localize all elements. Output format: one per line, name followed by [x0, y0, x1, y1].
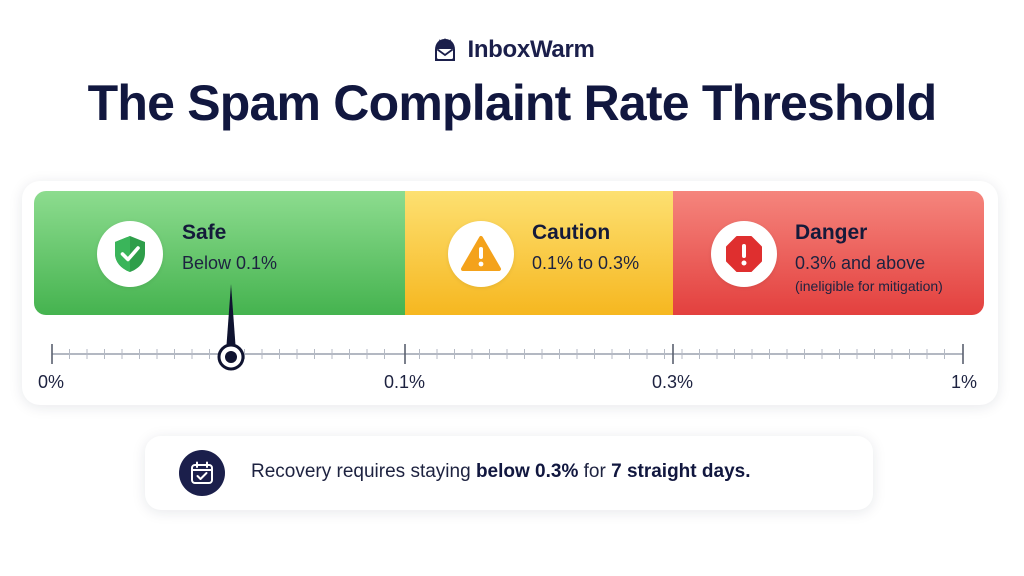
zone-caution-name: Caution: [532, 221, 611, 244]
zone-danger-note: (ineligible for mitigation): [795, 278, 943, 294]
note-icon-badge: [179, 450, 225, 496]
shield-check-icon: [115, 236, 145, 272]
recovery-note-text: Recovery requires staying below 0.3% for…: [251, 461, 750, 483]
zone-caution: Caution 0.1% to 0.3%: [405, 191, 673, 315]
note-middle: for: [578, 461, 612, 482]
zone-caution-badge: [448, 221, 514, 287]
zone-safe: Safe Below 0.1%: [34, 191, 405, 315]
brand-name: InboxWarm: [467, 36, 595, 63]
axis-label-0-1: 0.1%: [384, 372, 426, 392]
stop-octagon-icon: [726, 236, 762, 272]
zone-safe-badge: [97, 221, 163, 287]
zone-danger-badge: [711, 221, 777, 287]
zone-danger-text: Danger 0.3% and above (ineligible for mi…: [795, 221, 943, 294]
axis-label-1: 1%: [951, 372, 978, 392]
zone-danger-name: Danger: [795, 221, 868, 244]
brand: InboxWarm: [0, 34, 1024, 66]
zone-safe-name: Safe: [182, 221, 227, 244]
note-bold-duration: 7 straight days.: [611, 461, 751, 482]
zone-danger: Danger 0.3% and above (ineligible for mi…: [673, 191, 984, 315]
warning-triangle-icon: [461, 236, 501, 271]
threshold-bands: Safe Below 0.1% Caution 0.1% to 0.3% Dan…: [34, 191, 984, 315]
axis-label-0: 0%: [38, 372, 65, 392]
note-prefix: Recovery requires staying: [251, 461, 476, 482]
recovery-note-card: Recovery requires staying below 0.3% for…: [145, 436, 873, 510]
zone-caution-text: Caution 0.1% to 0.3%: [532, 221, 639, 274]
axis-label-0-3: 0.3%: [652, 372, 694, 392]
zone-caution-range: 0.1% to 0.3%: [532, 253, 640, 273]
calendar-check-icon: [191, 461, 213, 484]
zone-danger-range: 0.3% and above: [795, 253, 926, 273]
zone-safe-text: Safe Below 0.1%: [182, 221, 277, 274]
page-title: The Spam Complaint Rate Threshold: [87, 75, 938, 131]
note-bold-threshold: below 0.3%: [475, 461, 579, 482]
zone-safe-range: Below 0.1%: [182, 253, 278, 273]
masked-envelope-logo-icon: [435, 38, 456, 61]
